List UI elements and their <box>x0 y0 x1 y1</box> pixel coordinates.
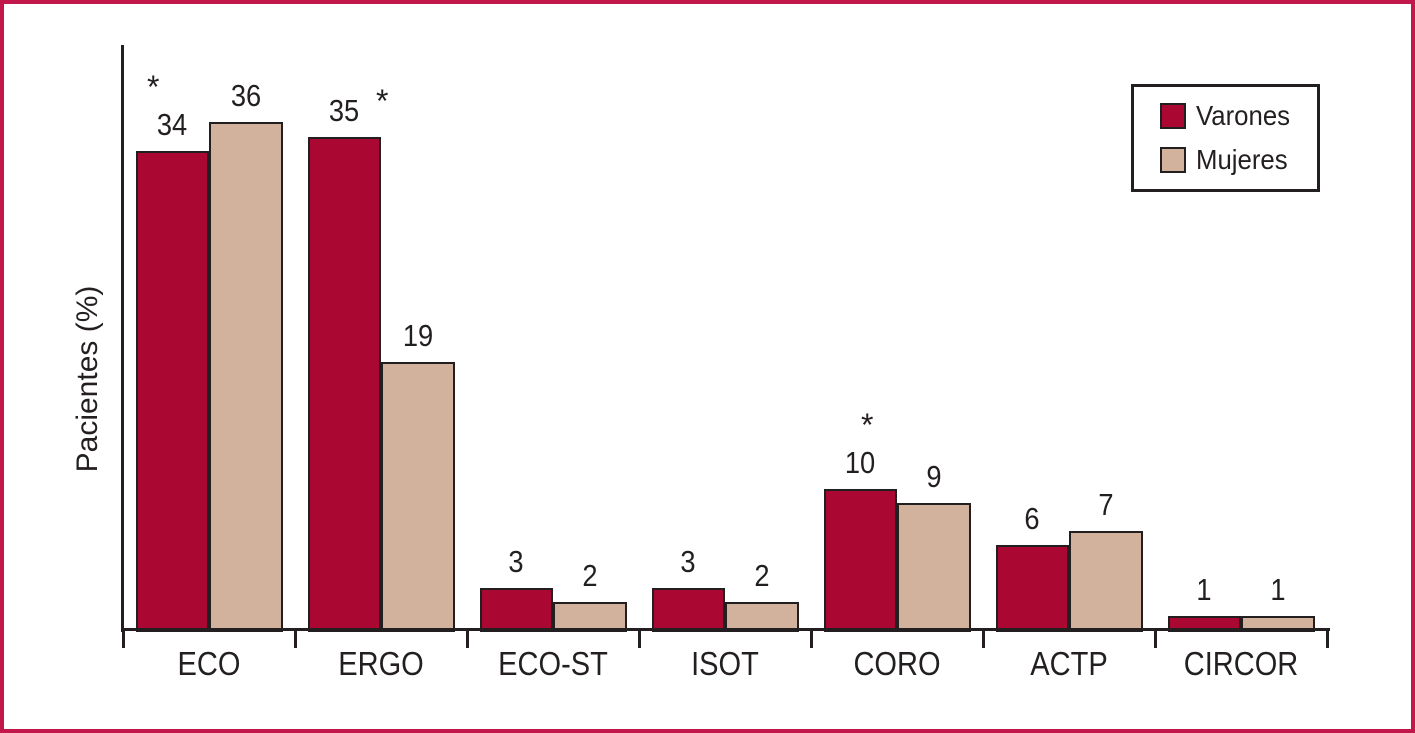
x-axis-tick <box>981 630 985 648</box>
bar-varones-eco-st <box>479 587 553 632</box>
bar-varones-coro <box>823 489 897 632</box>
legend-item-varones: Varones <box>1160 100 1317 132</box>
x-axis-category-label-actp: ACTP <box>1030 645 1108 682</box>
bar-value-label-mujeres-isot: 2 <box>754 557 770 593</box>
bar-mujeres-coro <box>897 503 971 632</box>
x-axis-category-label-ergo: ERGO <box>338 645 424 682</box>
x-axis-tick <box>637 630 641 648</box>
bar-value-label-varones-circor: 1 <box>1196 571 1212 607</box>
bar-value-label-varones-actp: 6 <box>1024 501 1040 537</box>
bar-value-label-varones-isot: 3 <box>680 543 696 579</box>
x-axis-category-label-coro: CORO <box>853 645 941 682</box>
bar-mujeres-isot <box>725 601 799 632</box>
bar-value-label-mujeres-eco: 36 <box>230 78 261 114</box>
bar-value-label-varones-eco-st: 3 <box>508 543 524 579</box>
significance-asterisk-eco: * <box>147 68 160 105</box>
bar-varones-ergo <box>307 136 381 632</box>
bar-value-label-mujeres-actp: 7 <box>1098 487 1114 523</box>
bar-value-label-varones-coro: 10 <box>845 445 876 480</box>
bar-value-label-varones-eco: 34 <box>157 106 188 142</box>
significance-asterisk-ergo: * <box>376 82 389 119</box>
y-axis-line <box>121 45 124 632</box>
x-axis-category-label-eco-st: ECO-ST <box>498 645 608 682</box>
x-axis-tick <box>809 630 813 648</box>
bar-varones-isot <box>651 587 725 632</box>
x-axis-tick <box>1153 630 1157 648</box>
x-axis-tick <box>121 630 125 648</box>
bar-value-label-varones-ergo: 35 <box>329 92 360 128</box>
bar-value-label-mujeres-coro: 9 <box>926 459 942 495</box>
bar-value-label-mujeres-circor: 1 <box>1270 571 1286 607</box>
varones-color-swatch <box>1160 102 1186 129</box>
legend-label-varones: Varones <box>1196 99 1291 131</box>
legend-item-mujeres: Mujeres <box>1160 144 1317 176</box>
legend-label-mujeres: Mujeres <box>1196 144 1288 176</box>
bar-value-label-mujeres-ergo: 19 <box>402 318 433 354</box>
y-axis-title: Pacientes (%) <box>71 285 104 473</box>
bar-varones-actp <box>995 545 1069 632</box>
legend: Varones Mujeres <box>1131 84 1320 192</box>
bar-varones-eco <box>135 150 209 632</box>
bar-mujeres-actp <box>1069 531 1143 632</box>
bar-mujeres-eco <box>209 122 283 632</box>
x-axis-tick <box>293 630 297 648</box>
significance-asterisk-coro: * <box>861 407 874 443</box>
x-axis-line <box>121 628 1330 631</box>
x-axis-tick <box>1325 630 1329 648</box>
bar-value-label-mujeres-eco-st: 2 <box>582 557 598 593</box>
x-axis-category-label-circor: CIRCOR <box>1183 645 1299 682</box>
bar-mujeres-ergo <box>381 362 455 632</box>
mujeres-color-swatch <box>1160 147 1186 174</box>
x-axis-category-label-isot: ISOT <box>691 645 759 682</box>
x-axis-category-label-eco: ECO <box>177 645 241 682</box>
x-axis-tick <box>465 630 469 648</box>
